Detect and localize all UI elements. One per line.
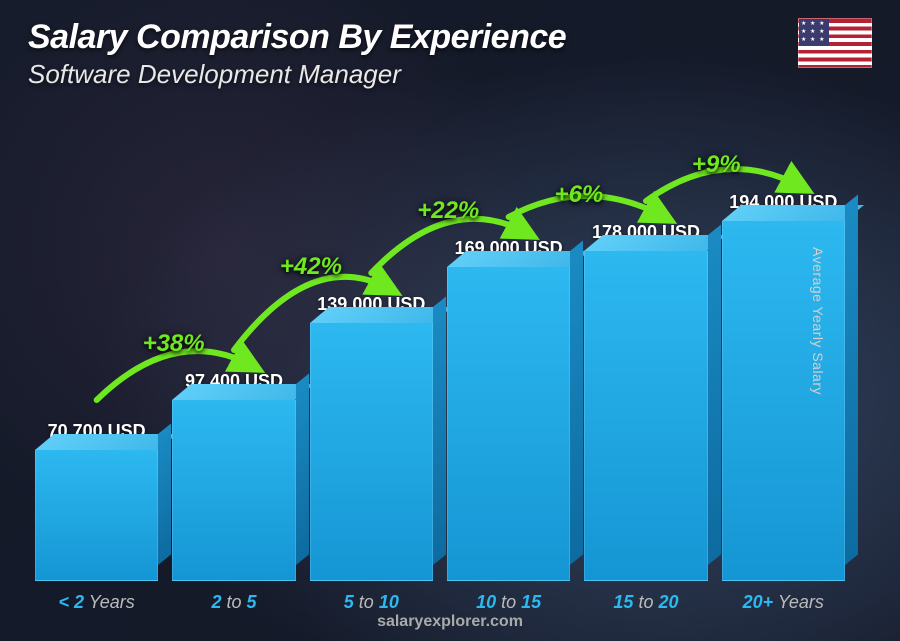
bar-front-face bbox=[447, 267, 570, 581]
category-label: 15 to 20 bbox=[613, 592, 678, 613]
bar bbox=[447, 267, 570, 581]
bar-chart: 70,700 USD < 2 Years 97,400 USD 2 to 5 1… bbox=[35, 101, 845, 581]
category-label: < 2 Years bbox=[59, 592, 135, 613]
bar bbox=[172, 400, 295, 581]
bar-column: 194,000 USD 20+ Years bbox=[722, 192, 845, 581]
growth-percent-label: +42% bbox=[280, 253, 342, 281]
growth-percent-label: +9% bbox=[692, 151, 741, 179]
bar bbox=[35, 450, 158, 581]
bar-top-face bbox=[172, 384, 314, 400]
bar-top-face bbox=[722, 205, 864, 221]
bar-front-face bbox=[310, 323, 433, 581]
header: Salary Comparison By Experience Software… bbox=[28, 18, 872, 90]
bar-side-face bbox=[708, 224, 721, 565]
source-attribution: salaryexplorer.com bbox=[0, 613, 900, 631]
bar-side-face bbox=[433, 296, 446, 565]
bar-column: 97,400 USD 2 to 5 bbox=[172, 371, 295, 581]
bar-side-face bbox=[158, 423, 171, 565]
bar bbox=[584, 251, 707, 581]
bar-front-face bbox=[35, 450, 158, 581]
y-axis-label: Average Yearly Salary bbox=[810, 247, 826, 395]
growth-percent-label: +22% bbox=[417, 197, 479, 225]
bar-front-face bbox=[584, 251, 707, 581]
bar-top-face bbox=[447, 251, 589, 267]
bar-column: 139,000 USD 5 to 10 bbox=[310, 294, 433, 581]
bar-top-face bbox=[35, 434, 177, 450]
bar-column: 178,000 USD 15 to 20 bbox=[584, 222, 707, 581]
chart-title: Salary Comparison By Experience bbox=[28, 18, 566, 57]
chart-subtitle: Software Development Manager bbox=[28, 59, 566, 90]
bar-front-face bbox=[172, 400, 295, 581]
bar bbox=[310, 323, 433, 581]
bar-front-face bbox=[722, 221, 845, 581]
bar-column: 169,000 USD 10 to 15 bbox=[447, 238, 570, 581]
country-flag-icon bbox=[798, 18, 872, 68]
category-label: 5 to 10 bbox=[344, 592, 399, 613]
category-label: 2 to 5 bbox=[211, 592, 256, 613]
growth-percent-label: +38% bbox=[143, 330, 205, 358]
bar-column: 70,700 USD < 2 Years bbox=[35, 421, 158, 581]
category-label: 20+ Years bbox=[743, 592, 824, 613]
bar-side-face bbox=[845, 194, 858, 565]
growth-percent-label: +6% bbox=[555, 181, 604, 209]
bar-top-face bbox=[584, 235, 726, 251]
bar-side-face bbox=[570, 240, 583, 565]
title-block: Salary Comparison By Experience Software… bbox=[28, 18, 566, 90]
bar-top-face bbox=[310, 307, 452, 323]
category-label: 10 to 15 bbox=[476, 592, 541, 613]
bar-side-face bbox=[296, 373, 309, 565]
bar bbox=[722, 221, 845, 581]
